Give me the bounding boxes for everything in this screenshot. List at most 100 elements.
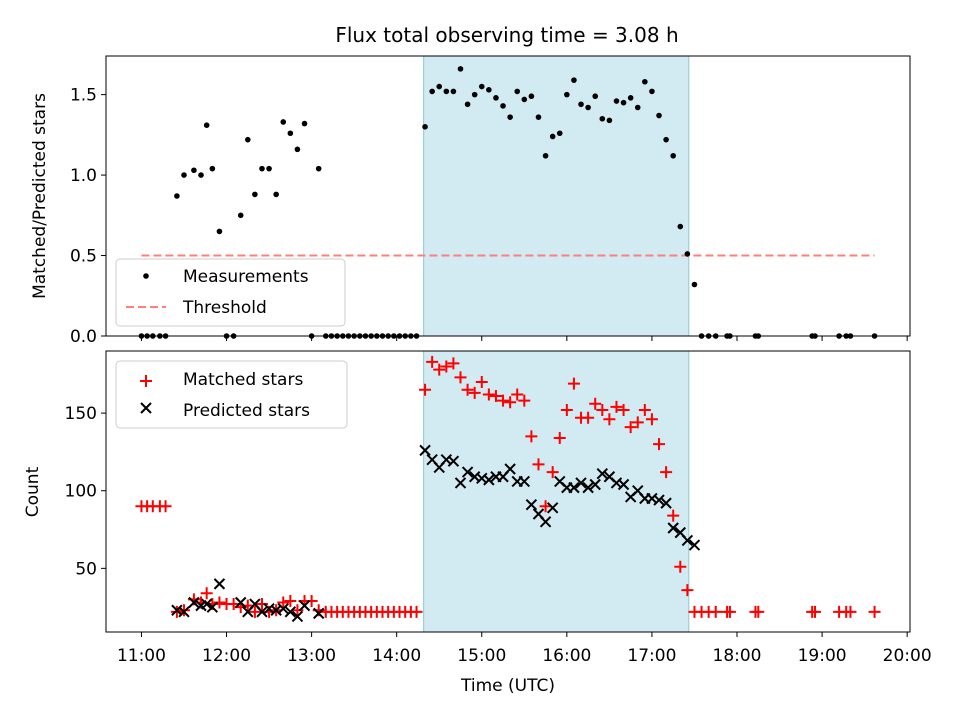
top-highlight-span: [423, 55, 690, 337]
matched-star-point: [546, 466, 559, 479]
measurement-point: [429, 88, 435, 95]
matched-star-point: [410, 605, 423, 618]
x-tick-label: 14:00: [372, 646, 421, 666]
measurement-point: [514, 88, 521, 95]
legend-matched-marker: [140, 375, 152, 387]
matched-star-point: [645, 413, 658, 426]
measurement-point: [280, 119, 287, 125]
matched-star-point: [482, 388, 495, 401]
legend-measurements-marker: [143, 273, 149, 279]
measurement-point: [198, 172, 204, 178]
legend-matched-label: Matched stars: [183, 370, 303, 390]
measurement-point: [216, 228, 223, 235]
legend-threshold-label: Threshold: [182, 298, 267, 318]
y-tick-label: 0.0: [70, 327, 97, 347]
matched-star-point: [454, 371, 467, 384]
matched-star-point: [200, 587, 213, 600]
measurement-point: [507, 114, 513, 120]
matched-star-point: [660, 466, 673, 479]
legend-predicted-marker: [140, 402, 152, 414]
measurement-point: [493, 95, 499, 101]
predicted-star-point: [539, 516, 552, 528]
bottom-x-ticks: 11:00 12:00 13:00 14:00 15:00 16:00 17:00 18:00…: [117, 632, 932, 666]
matched-star-point: [653, 438, 666, 451]
predicted-star-point: [596, 467, 609, 480]
predicted-star-point: [291, 610, 304, 623]
measurement-point: [599, 115, 606, 122]
predicted-star-point: [617, 478, 630, 491]
measurement-point: [606, 117, 613, 124]
y-tick-label: 150: [65, 404, 97, 424]
predicted-star-point: [235, 596, 247, 609]
bottom-highlight-span: [423, 350, 690, 633]
matched-star-point: [468, 386, 481, 399]
predicted-star-point: [461, 466, 474, 478]
measurement-point: [585, 104, 591, 111]
predicted-star-point: [447, 455, 460, 467]
matched-star-point: [461, 383, 474, 396]
measurement-point: [684, 251, 691, 257]
matched-star-point: [596, 403, 609, 416]
predicted-star-point: [178, 606, 190, 618]
measurement-point: [549, 133, 556, 140]
matched-star-point: [631, 416, 644, 429]
measurement-point: [209, 165, 216, 172]
measurement-point: [191, 167, 197, 174]
measurement-point: [663, 136, 669, 143]
predicted-star-point: [667, 522, 679, 534]
measurement-point: [301, 120, 308, 127]
measurement-point: [203, 122, 210, 128]
x-tick-label: 13:00: [287, 646, 336, 666]
measurement-point: [542, 152, 549, 159]
matched-star-point: [525, 430, 538, 443]
measurement-point: [181, 172, 187, 178]
x-tick-label: 12:00: [202, 646, 251, 666]
matched-star-point: [213, 596, 226, 609]
measurement-point: [266, 165, 272, 172]
matched-star-point: [617, 403, 630, 416]
matched-star-point: [227, 598, 240, 611]
predicted-star-point: [213, 578, 226, 590]
matched-star-point: [447, 357, 460, 370]
matched-star-point: [177, 604, 190, 617]
predicted-star-point: [504, 463, 516, 475]
measurement-point: [422, 124, 428, 130]
chart-title: Flux total observing time = 3.08 h: [335, 23, 678, 47]
measurement-point: [237, 212, 244, 219]
y-tick-label: 1.5: [70, 86, 97, 106]
measurement-point: [464, 101, 471, 108]
measurement-point: [259, 165, 265, 172]
measurement-point: [471, 91, 478, 98]
measurement-point: [613, 98, 620, 104]
x-axis-label: Time (UTC): [460, 676, 555, 696]
top-y-axis-label: Matched/Predicted stars: [30, 93, 50, 299]
measurement-point: [528, 93, 535, 100]
measurement-point: [436, 83, 443, 90]
matched-star-point: [624, 421, 637, 434]
predicted-star-point: [582, 481, 594, 494]
bottom-axes-frame: [105, 350, 911, 633]
measurement-point: [252, 191, 258, 198]
matched-star-point: [255, 598, 268, 611]
top-axes-frame: [105, 55, 911, 337]
matched-star-point: [560, 403, 573, 416]
predicted-star-point: [312, 607, 325, 620]
measurement-point: [486, 86, 492, 93]
y-tick-label: 100: [65, 482, 97, 502]
matched-star-point: [582, 411, 595, 424]
top-x-ticks: [140, 336, 908, 341]
predicted-star-point: [277, 603, 289, 615]
measurement-point: [564, 91, 570, 98]
bottom-points: [135, 355, 881, 623]
x-tick-label: 15:00: [457, 646, 506, 666]
predicted-star-point: [688, 539, 701, 551]
predicted-star-point: [681, 534, 694, 547]
matched-star-point: [284, 594, 297, 607]
x-tick-label: 18:00: [713, 646, 762, 666]
predicted-star-point: [653, 494, 665, 506]
matched-star-point: [603, 413, 616, 426]
legend-predicted-label: Predicted stars: [183, 401, 310, 421]
matched-star-point: [667, 509, 680, 522]
matched-star-point: [489, 390, 502, 403]
